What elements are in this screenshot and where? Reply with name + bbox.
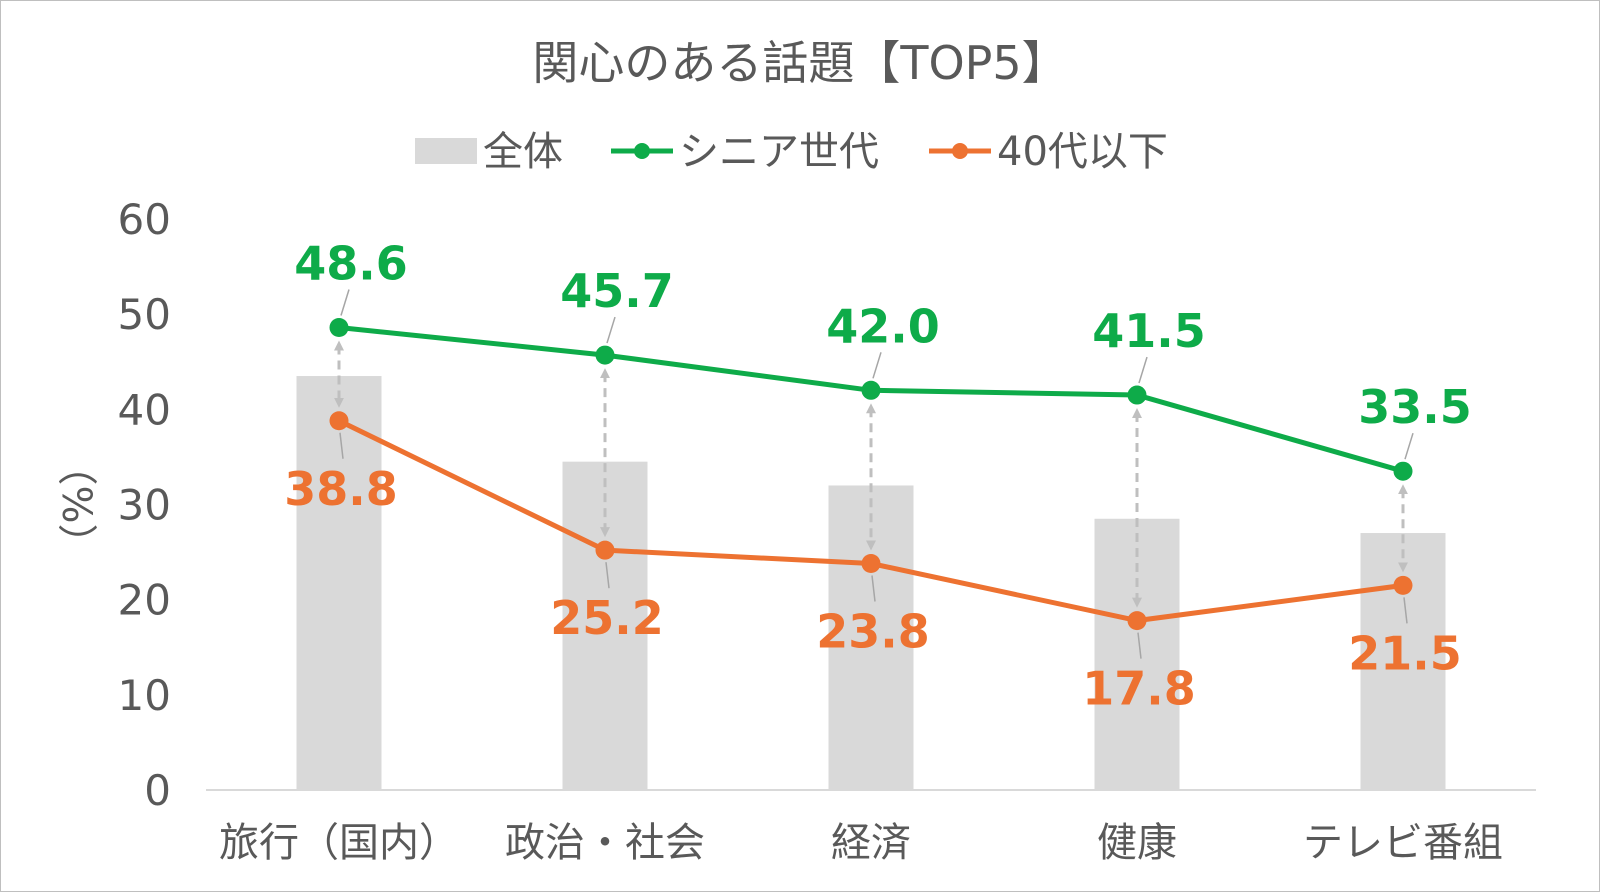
x-axis: 旅行（国内） 政治・社会 経済 健康 テレビ番組	[206, 789, 1536, 866]
point-senior	[1393, 461, 1413, 481]
legend-label-under40: 40代以下	[997, 129, 1168, 175]
point-senior	[329, 317, 349, 337]
x-category-label: テレビ番組	[1303, 820, 1503, 866]
y-tick-label: 50	[118, 290, 171, 339]
chart-title: 関心のある話題【TOP5】	[532, 36, 1067, 90]
data-label-senior: 41.5	[1092, 304, 1206, 358]
point-under40	[1393, 575, 1413, 595]
y-axis: 0 10 20 30 40 50 60 （%）	[53, 195, 171, 815]
data-label-under40: 38.8	[284, 462, 398, 516]
point-under40	[595, 540, 615, 560]
gap-arrows	[334, 340, 1408, 608]
y-axis-title: （%）	[53, 445, 99, 563]
data-label-under40: 21.5	[1348, 626, 1462, 680]
bar-total	[1094, 518, 1180, 790]
y-tick-label: 40	[118, 385, 171, 434]
point-senior	[595, 345, 615, 365]
y-tick-label: 20	[118, 576, 171, 625]
point-under40	[329, 411, 349, 431]
x-category-label: 健康	[1097, 820, 1177, 866]
legend-label-total: 全体	[483, 129, 563, 175]
legend-marker-senior	[634, 143, 650, 159]
legend-marker-under40	[952, 143, 968, 159]
bar-total	[296, 376, 382, 790]
leader-line-senior	[1138, 356, 1148, 384]
data-labels: 48.6 45.7 42.0 41.5 33.5 38.8 25.2 23.8 17.8 21.5	[284, 236, 1472, 715]
leader-line-under40	[605, 562, 610, 589]
y-tick-label: 30	[118, 481, 171, 530]
point-senior	[861, 380, 881, 400]
x-category-label: 旅行（国内）	[219, 820, 459, 866]
legend-swatch-bar	[415, 138, 477, 164]
point-under40	[1127, 611, 1147, 631]
x-category-label: 政治・社会	[505, 820, 705, 866]
y-tick-label: 10	[118, 671, 171, 720]
data-label-under40: 17.8	[1082, 662, 1196, 716]
leader-line-senior	[872, 352, 882, 379]
y-tick-label: 0	[144, 766, 171, 815]
leader-line-under40	[339, 432, 344, 459]
line-series	[329, 317, 1413, 631]
point-senior	[1127, 385, 1147, 405]
leader-line-senior	[340, 289, 350, 316]
leader-line-under40	[1137, 632, 1142, 659]
leader-line-senior	[606, 316, 616, 344]
data-label-senior: 45.7	[560, 264, 674, 318]
leader-line-under40	[871, 575, 876, 602]
legend: 全体 シニア世代 40代以下	[415, 129, 1168, 175]
bar-series	[296, 376, 1446, 790]
y-tick-label: 60	[118, 195, 171, 244]
data-label-senior: 48.6	[294, 236, 408, 290]
point-under40	[861, 554, 881, 574]
leader-line-senior	[1404, 432, 1414, 460]
data-label-senior: 42.0	[826, 299, 940, 353]
legend-label-senior: シニア世代	[679, 129, 879, 175]
leader-line-under40	[1403, 597, 1408, 624]
data-label-under40: 25.2	[550, 591, 664, 645]
bar-total	[1360, 533, 1446, 790]
x-category-label: 経済	[831, 820, 911, 866]
data-label-senior: 33.5	[1358, 380, 1472, 434]
data-label-under40: 23.8	[816, 605, 930, 659]
